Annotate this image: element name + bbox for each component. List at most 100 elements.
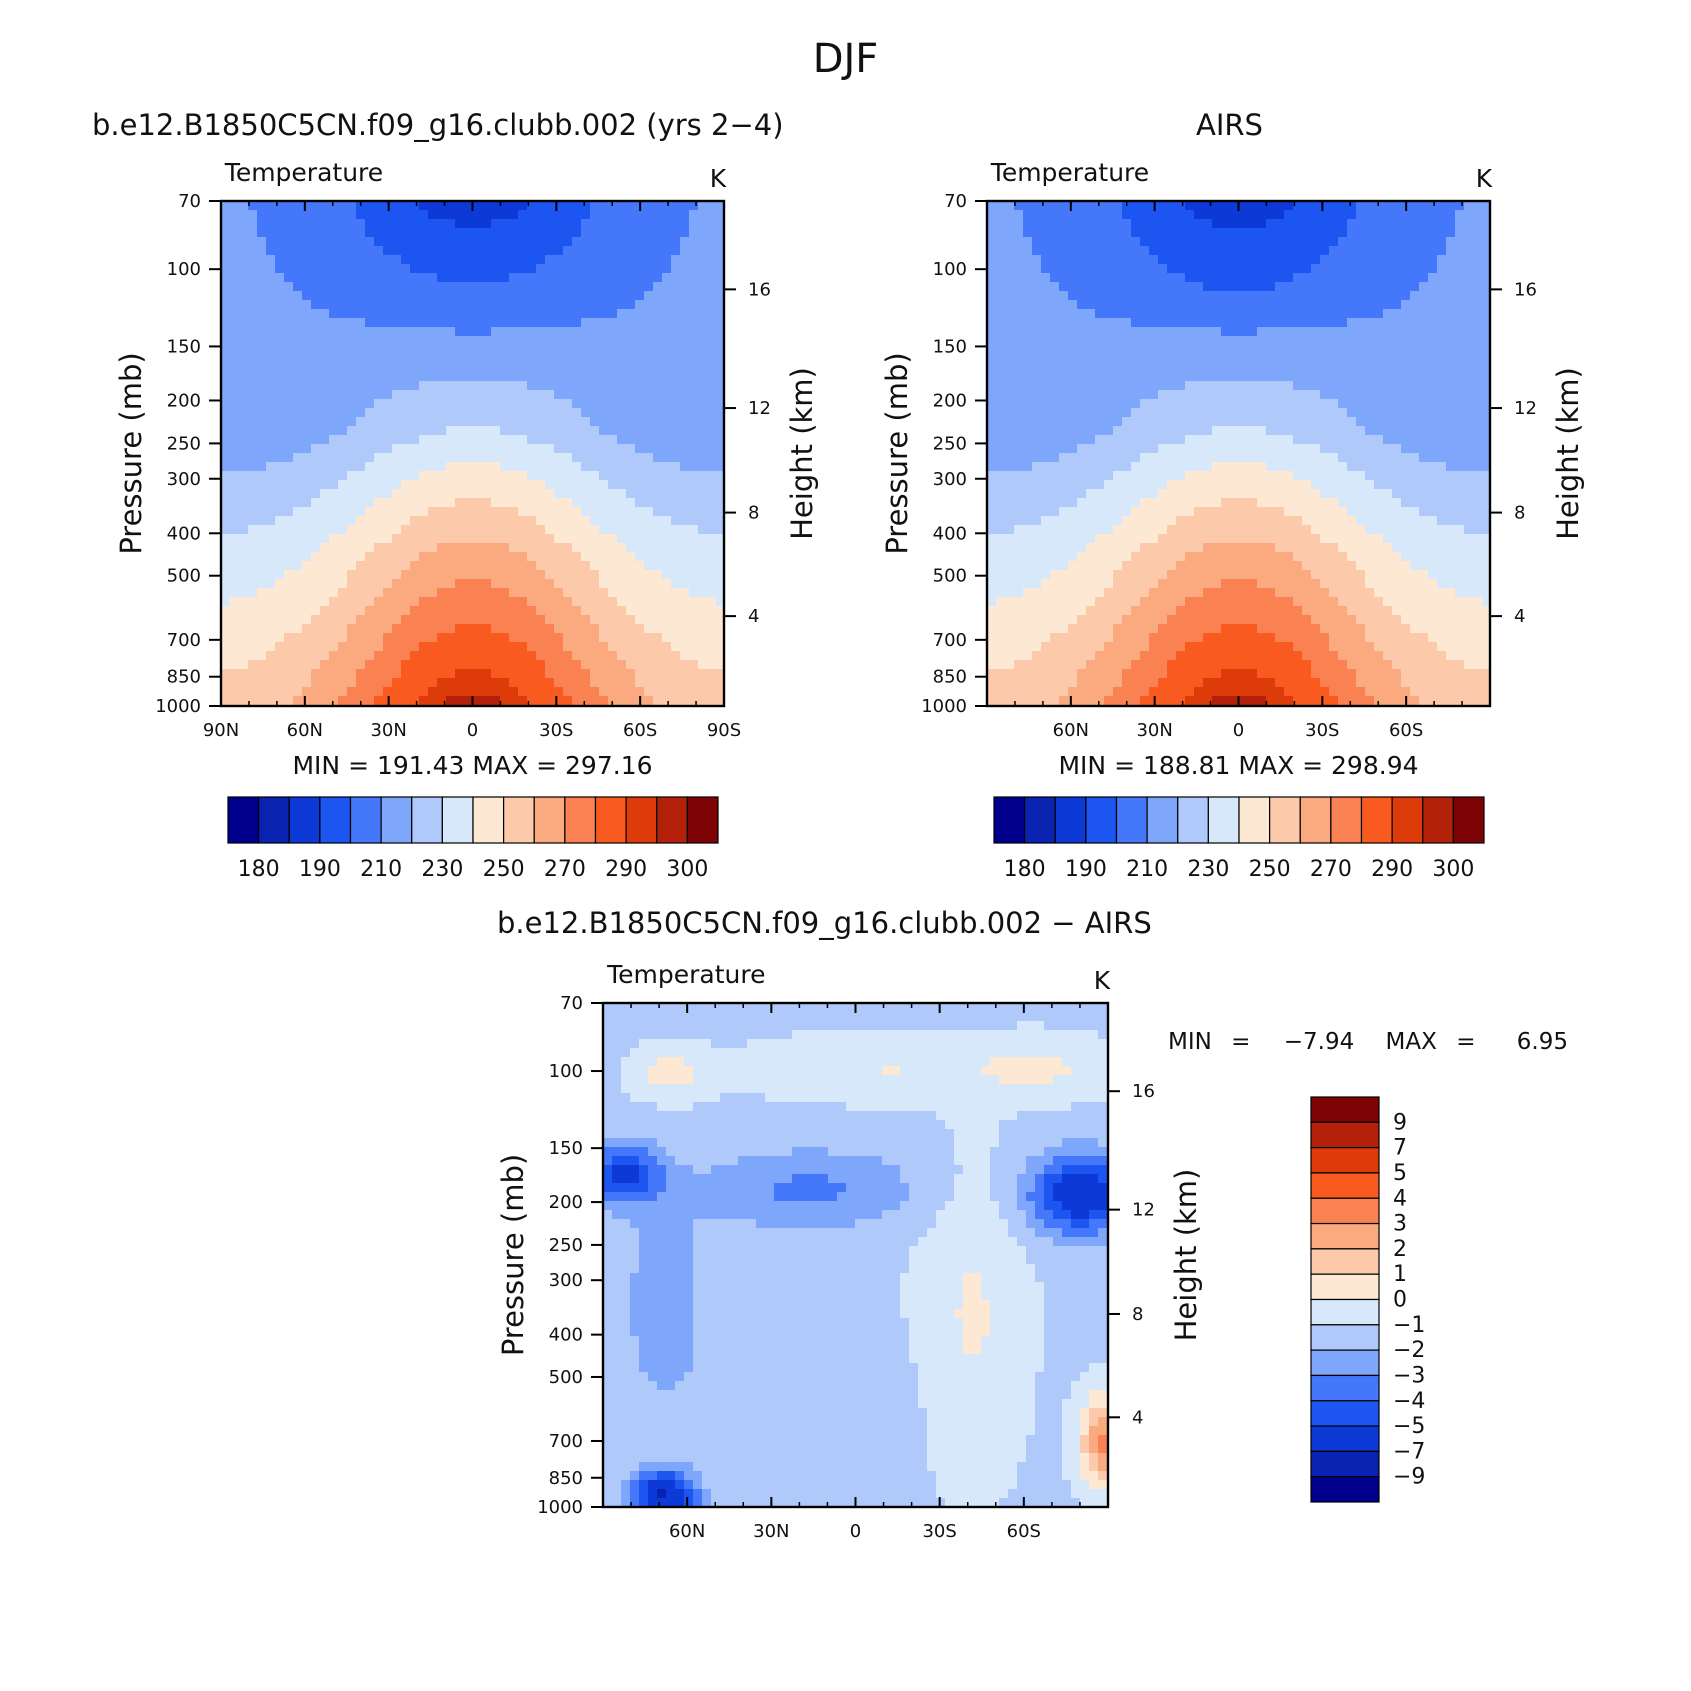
contour-cell bbox=[1086, 462, 1096, 472]
contour-cell bbox=[1338, 309, 1348, 319]
contour-cell bbox=[491, 615, 501, 625]
contour-cell bbox=[1401, 480, 1411, 490]
contour-cell bbox=[437, 291, 447, 301]
contour-cell bbox=[329, 615, 339, 625]
contour-cell bbox=[1320, 471, 1330, 481]
contour-cell bbox=[1275, 408, 1285, 418]
contour-cell bbox=[356, 534, 366, 544]
contour-cell bbox=[653, 579, 663, 589]
contour-cell bbox=[1059, 237, 1069, 247]
contour-cell bbox=[266, 516, 276, 526]
contour-cell bbox=[1293, 246, 1303, 256]
contour-cell bbox=[1140, 264, 1150, 274]
contour-cell bbox=[1023, 372, 1033, 382]
contour-cell bbox=[1212, 219, 1222, 229]
contour-cell bbox=[644, 363, 654, 373]
contour-cell bbox=[1014, 219, 1024, 229]
contour-cell bbox=[284, 228, 294, 238]
contour-cell bbox=[320, 615, 330, 625]
contour-cell bbox=[1113, 372, 1123, 382]
contour-cell bbox=[482, 633, 492, 643]
contour-cell bbox=[1032, 390, 1042, 400]
contour-cell bbox=[563, 336, 573, 346]
contour-cell bbox=[1239, 426, 1249, 436]
contour-cell bbox=[239, 687, 249, 697]
contour-cell bbox=[1086, 282, 1096, 292]
contour-cell bbox=[1446, 426, 1456, 436]
contour-cell bbox=[572, 489, 582, 499]
contour-cell bbox=[455, 507, 465, 517]
contour-cell bbox=[518, 435, 528, 445]
contour-cell bbox=[356, 345, 366, 355]
contour-cell bbox=[1455, 327, 1465, 337]
contour-cell bbox=[987, 480, 997, 490]
contour-cell bbox=[518, 624, 528, 634]
contour-cell bbox=[1185, 444, 1195, 454]
contour-cell bbox=[401, 399, 411, 409]
contour-cell bbox=[617, 219, 627, 229]
contour-cell bbox=[374, 633, 384, 643]
contour-cell bbox=[554, 570, 564, 580]
contour-cell bbox=[545, 642, 555, 652]
contour-cell bbox=[599, 543, 609, 553]
contour-cell bbox=[221, 444, 231, 454]
contour-cell bbox=[356, 255, 366, 265]
contour-cell bbox=[572, 660, 582, 670]
contour-cell bbox=[239, 597, 249, 607]
contour-cell bbox=[1455, 444, 1465, 454]
contour-cell bbox=[410, 300, 420, 310]
contour-cell bbox=[1230, 345, 1240, 355]
contour-cell bbox=[608, 435, 618, 445]
contour-cell bbox=[1329, 327, 1339, 337]
contour-cell bbox=[1014, 318, 1024, 328]
contour-cell bbox=[1014, 291, 1024, 301]
contour-cell bbox=[617, 507, 627, 517]
contour-cell bbox=[1176, 300, 1186, 310]
contour-cell bbox=[1239, 462, 1249, 472]
contour-cell bbox=[1365, 210, 1375, 220]
contour-cell bbox=[1212, 372, 1222, 382]
contour-cell bbox=[1365, 264, 1375, 274]
contour-cell bbox=[689, 507, 699, 517]
contour-cell bbox=[491, 435, 501, 445]
contour-cell bbox=[410, 561, 420, 571]
contour-cell bbox=[491, 534, 501, 544]
contour-cell bbox=[401, 633, 411, 643]
contour-cell bbox=[419, 417, 429, 427]
contour-cell bbox=[698, 552, 708, 562]
contour-cell bbox=[1095, 480, 1105, 490]
contour-cell bbox=[401, 282, 411, 292]
contour-cell bbox=[1410, 399, 1420, 409]
contour-cell bbox=[1248, 291, 1258, 301]
contour-cell bbox=[1203, 462, 1213, 472]
contour-cell bbox=[230, 579, 240, 589]
contour-cell bbox=[572, 507, 582, 517]
contour-cell bbox=[1005, 318, 1015, 328]
contour-cell bbox=[266, 435, 276, 445]
contour-cell bbox=[230, 453, 240, 463]
contour-cell bbox=[1131, 201, 1141, 211]
contour-cell bbox=[545, 408, 555, 418]
contour-cell bbox=[1185, 300, 1195, 310]
contour-cell bbox=[1239, 309, 1249, 319]
contour-cell bbox=[509, 498, 519, 508]
contour-cell bbox=[707, 534, 717, 544]
contour-cell bbox=[680, 471, 690, 481]
contour-cell bbox=[230, 525, 240, 535]
contour-cell bbox=[455, 291, 465, 301]
contour-cell bbox=[455, 615, 465, 625]
contour-cell bbox=[1032, 282, 1042, 292]
contour-cell bbox=[293, 660, 303, 670]
contour-cell bbox=[293, 516, 303, 526]
contour-cell bbox=[581, 624, 591, 634]
contour-cell bbox=[392, 507, 402, 517]
contour-cell bbox=[527, 426, 537, 436]
contour-cell bbox=[608, 336, 618, 346]
contour-cell bbox=[1311, 291, 1321, 301]
contour-cell bbox=[437, 228, 447, 238]
contour-cell bbox=[473, 597, 483, 607]
contour-cell bbox=[1365, 327, 1375, 337]
contour-cell bbox=[338, 687, 348, 697]
contour-cell bbox=[1068, 327, 1078, 337]
contour-cell bbox=[419, 561, 429, 571]
